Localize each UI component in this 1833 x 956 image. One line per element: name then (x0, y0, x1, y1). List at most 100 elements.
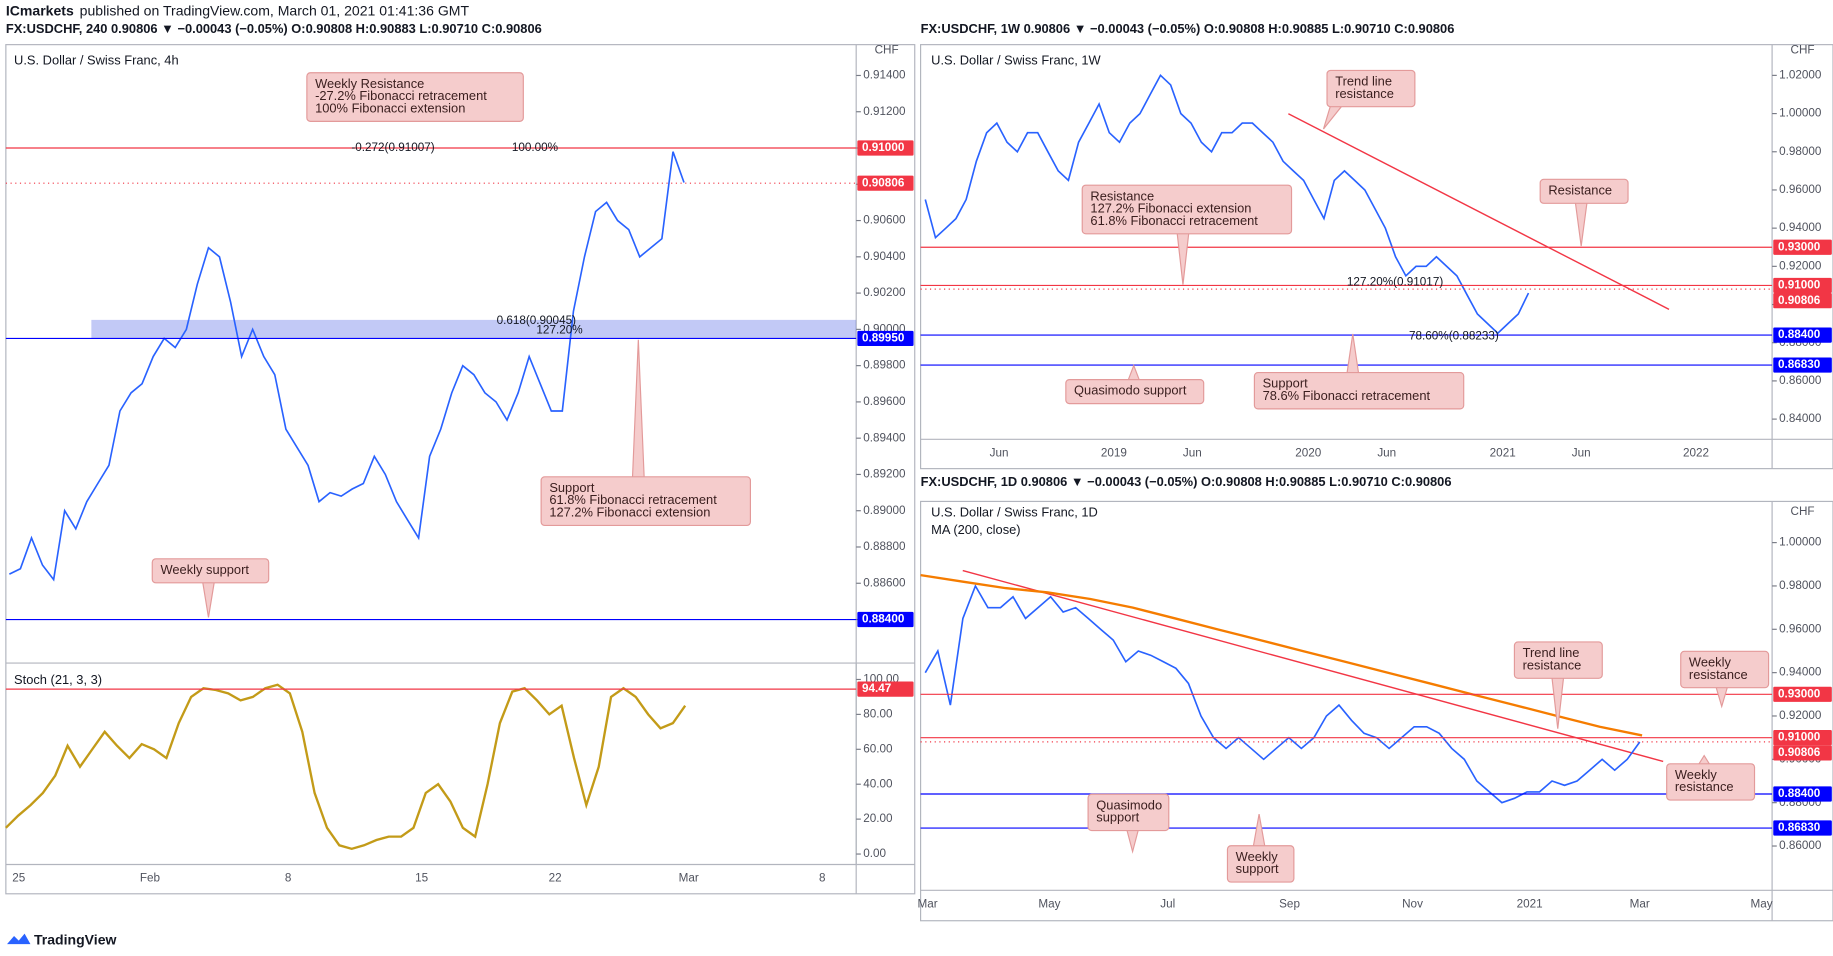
callout-text: Weekly (1689, 654, 1732, 669)
level-label: 0.86830 (1778, 358, 1821, 371)
level-label-bg (1773, 730, 1832, 746)
level-label-bg (857, 681, 914, 697)
callout-text: support (1236, 861, 1279, 876)
callout-text: Support (1263, 376, 1309, 391)
y-tick-label: 0.88600 (863, 576, 906, 589)
footer-brand[interactable]: TradingView (34, 931, 117, 947)
y-tick-label: 60.00 (863, 742, 893, 755)
callout-text: 100% Fibonacci extension (315, 100, 465, 115)
y-tick-label: 0.91200 (863, 105, 906, 118)
y-tick-label: 0.89000 (863, 504, 906, 517)
callout-text: 61.8% Fibonacci retracement (1090, 213, 1258, 228)
level-label: 0.91000 (1778, 731, 1821, 744)
x-tick-label: 8 (819, 872, 826, 885)
level-label-bg (1773, 745, 1832, 761)
y-tick-label: 1.00000 (1779, 536, 1822, 549)
y-tick-label: 0.89400 (863, 431, 906, 444)
level-label: 0.90806 (1778, 746, 1821, 759)
symbol-line: FX:USDCHF, 1D 0.90806 ▼ −0.00043 (−0.05%… (921, 474, 1452, 489)
level-label: 94.47 (862, 682, 891, 695)
callout-text: Weekly (1675, 767, 1718, 782)
x-tick-label: Feb (140, 872, 161, 885)
level-label-bg (857, 175, 914, 191)
publisher: ICmarkets (6, 3, 74, 19)
level-label: 0.90806 (862, 176, 905, 189)
price-line (920, 573, 1643, 737)
fib-label: 78.60%(0.88233) (1409, 329, 1499, 342)
callout-text: Quasimodo (1096, 797, 1162, 812)
y-tick-label: 0.90400 (863, 250, 906, 263)
x-tick-label: Jun (1377, 446, 1396, 459)
callout-box (1081, 184, 1293, 235)
x-tick-label: 22 (549, 872, 562, 885)
x-tick-label: 25 (12, 872, 26, 885)
callout-box (1226, 845, 1295, 883)
price-line (5, 683, 687, 851)
level-label: 0.88400 (862, 613, 905, 626)
trend-line (962, 569, 1664, 763)
level-label: 0.91000 (862, 141, 905, 154)
indicator-legend: MA (200, close) (931, 522, 1020, 537)
level-label-bg (1773, 239, 1832, 255)
fib-label: -0.272(0.91007) (351, 141, 434, 154)
price-line (924, 584, 1641, 804)
callout-text: resistance (1523, 657, 1582, 672)
callout-box (1513, 641, 1603, 679)
level-label-bg (857, 611, 914, 628)
level-label-bg (1773, 293, 1832, 309)
level-label-bg (1773, 820, 1832, 836)
callout-box (1087, 793, 1170, 832)
level-label-bg (1773, 277, 1832, 294)
level-label: 0.93000 (1778, 687, 1821, 700)
callout-text: Resistance (1548, 182, 1612, 197)
callout-box (1326, 69, 1416, 108)
y-tick-label: 0.96000 (1779, 622, 1822, 635)
y-tick-label: 0.94000 (1779, 221, 1822, 234)
y-tick-label: 0.00 (863, 847, 886, 860)
level-label: 0.89950 (862, 332, 905, 345)
x-tick-label: Jun (1572, 446, 1591, 459)
level-label: 0.88400 (1778, 787, 1821, 800)
level-label: 0.86830 (1778, 821, 1821, 834)
callout-text: Trend line (1335, 74, 1392, 89)
level-label: 0.91000 (1778, 279, 1821, 292)
callout-box (1065, 379, 1205, 405)
x-tick-label: Sep (1279, 897, 1300, 910)
callout-text: Support (549, 480, 595, 495)
level-label-bg (857, 140, 914, 156)
chart-panel: FX:USDCHF, 1D 0.90806 ▼ −0.00043 (−0.05%… (918, 474, 1833, 922)
callout-box (306, 72, 524, 122)
x-tick-label: 2021 (1517, 897, 1543, 910)
level-label: 0.88400 (1778, 328, 1821, 341)
callout-box (151, 558, 270, 584)
y-tick-label: 0.94000 (1779, 666, 1822, 679)
level-label: 0.93000 (1778, 240, 1821, 253)
callout-text: 127.2% Fibonacci extension (1090, 201, 1251, 216)
fib-label: 127.20%(0.91017) (1347, 275, 1443, 288)
y-tick-label: 40.00 (863, 777, 893, 790)
y-tick-label: 0.92000 (1779, 259, 1822, 272)
level-label-bg (1773, 327, 1832, 343)
callout-text: resistance (1689, 667, 1748, 682)
callout-box (1680, 650, 1770, 689)
x-tick-label: 2022 (1683, 446, 1709, 459)
demand-zone (91, 319, 857, 339)
x-tick-label: Jun (1183, 446, 1202, 459)
panel-title: U.S. Dollar / Swiss Franc, 4h (14, 52, 179, 67)
y-tick-label: 0.96000 (1779, 183, 1822, 196)
y-tick-label: 0.88800 (863, 540, 906, 553)
level-label-bg (1773, 357, 1832, 373)
x-tick-label: 15 (415, 872, 429, 885)
y-tick-label: 0.90200 (863, 286, 906, 299)
y-tick-label: 1.02000 (1779, 68, 1822, 81)
fib-label: 127.20% (536, 324, 582, 337)
fib-label: 100.00% (512, 141, 558, 154)
y-tick-label: 0.90600 (863, 214, 906, 227)
fib-label: 0.618(0.90045) (497, 314, 576, 327)
x-tick-label: May (1750, 897, 1772, 910)
callout-text: 127.2% Fibonacci extension (549, 505, 710, 520)
callout-box (1253, 372, 1465, 410)
chart-panel: FX:USDCHF, 240 0.90806 ▼ −0.00043 (−0.05… (5, 21, 916, 895)
